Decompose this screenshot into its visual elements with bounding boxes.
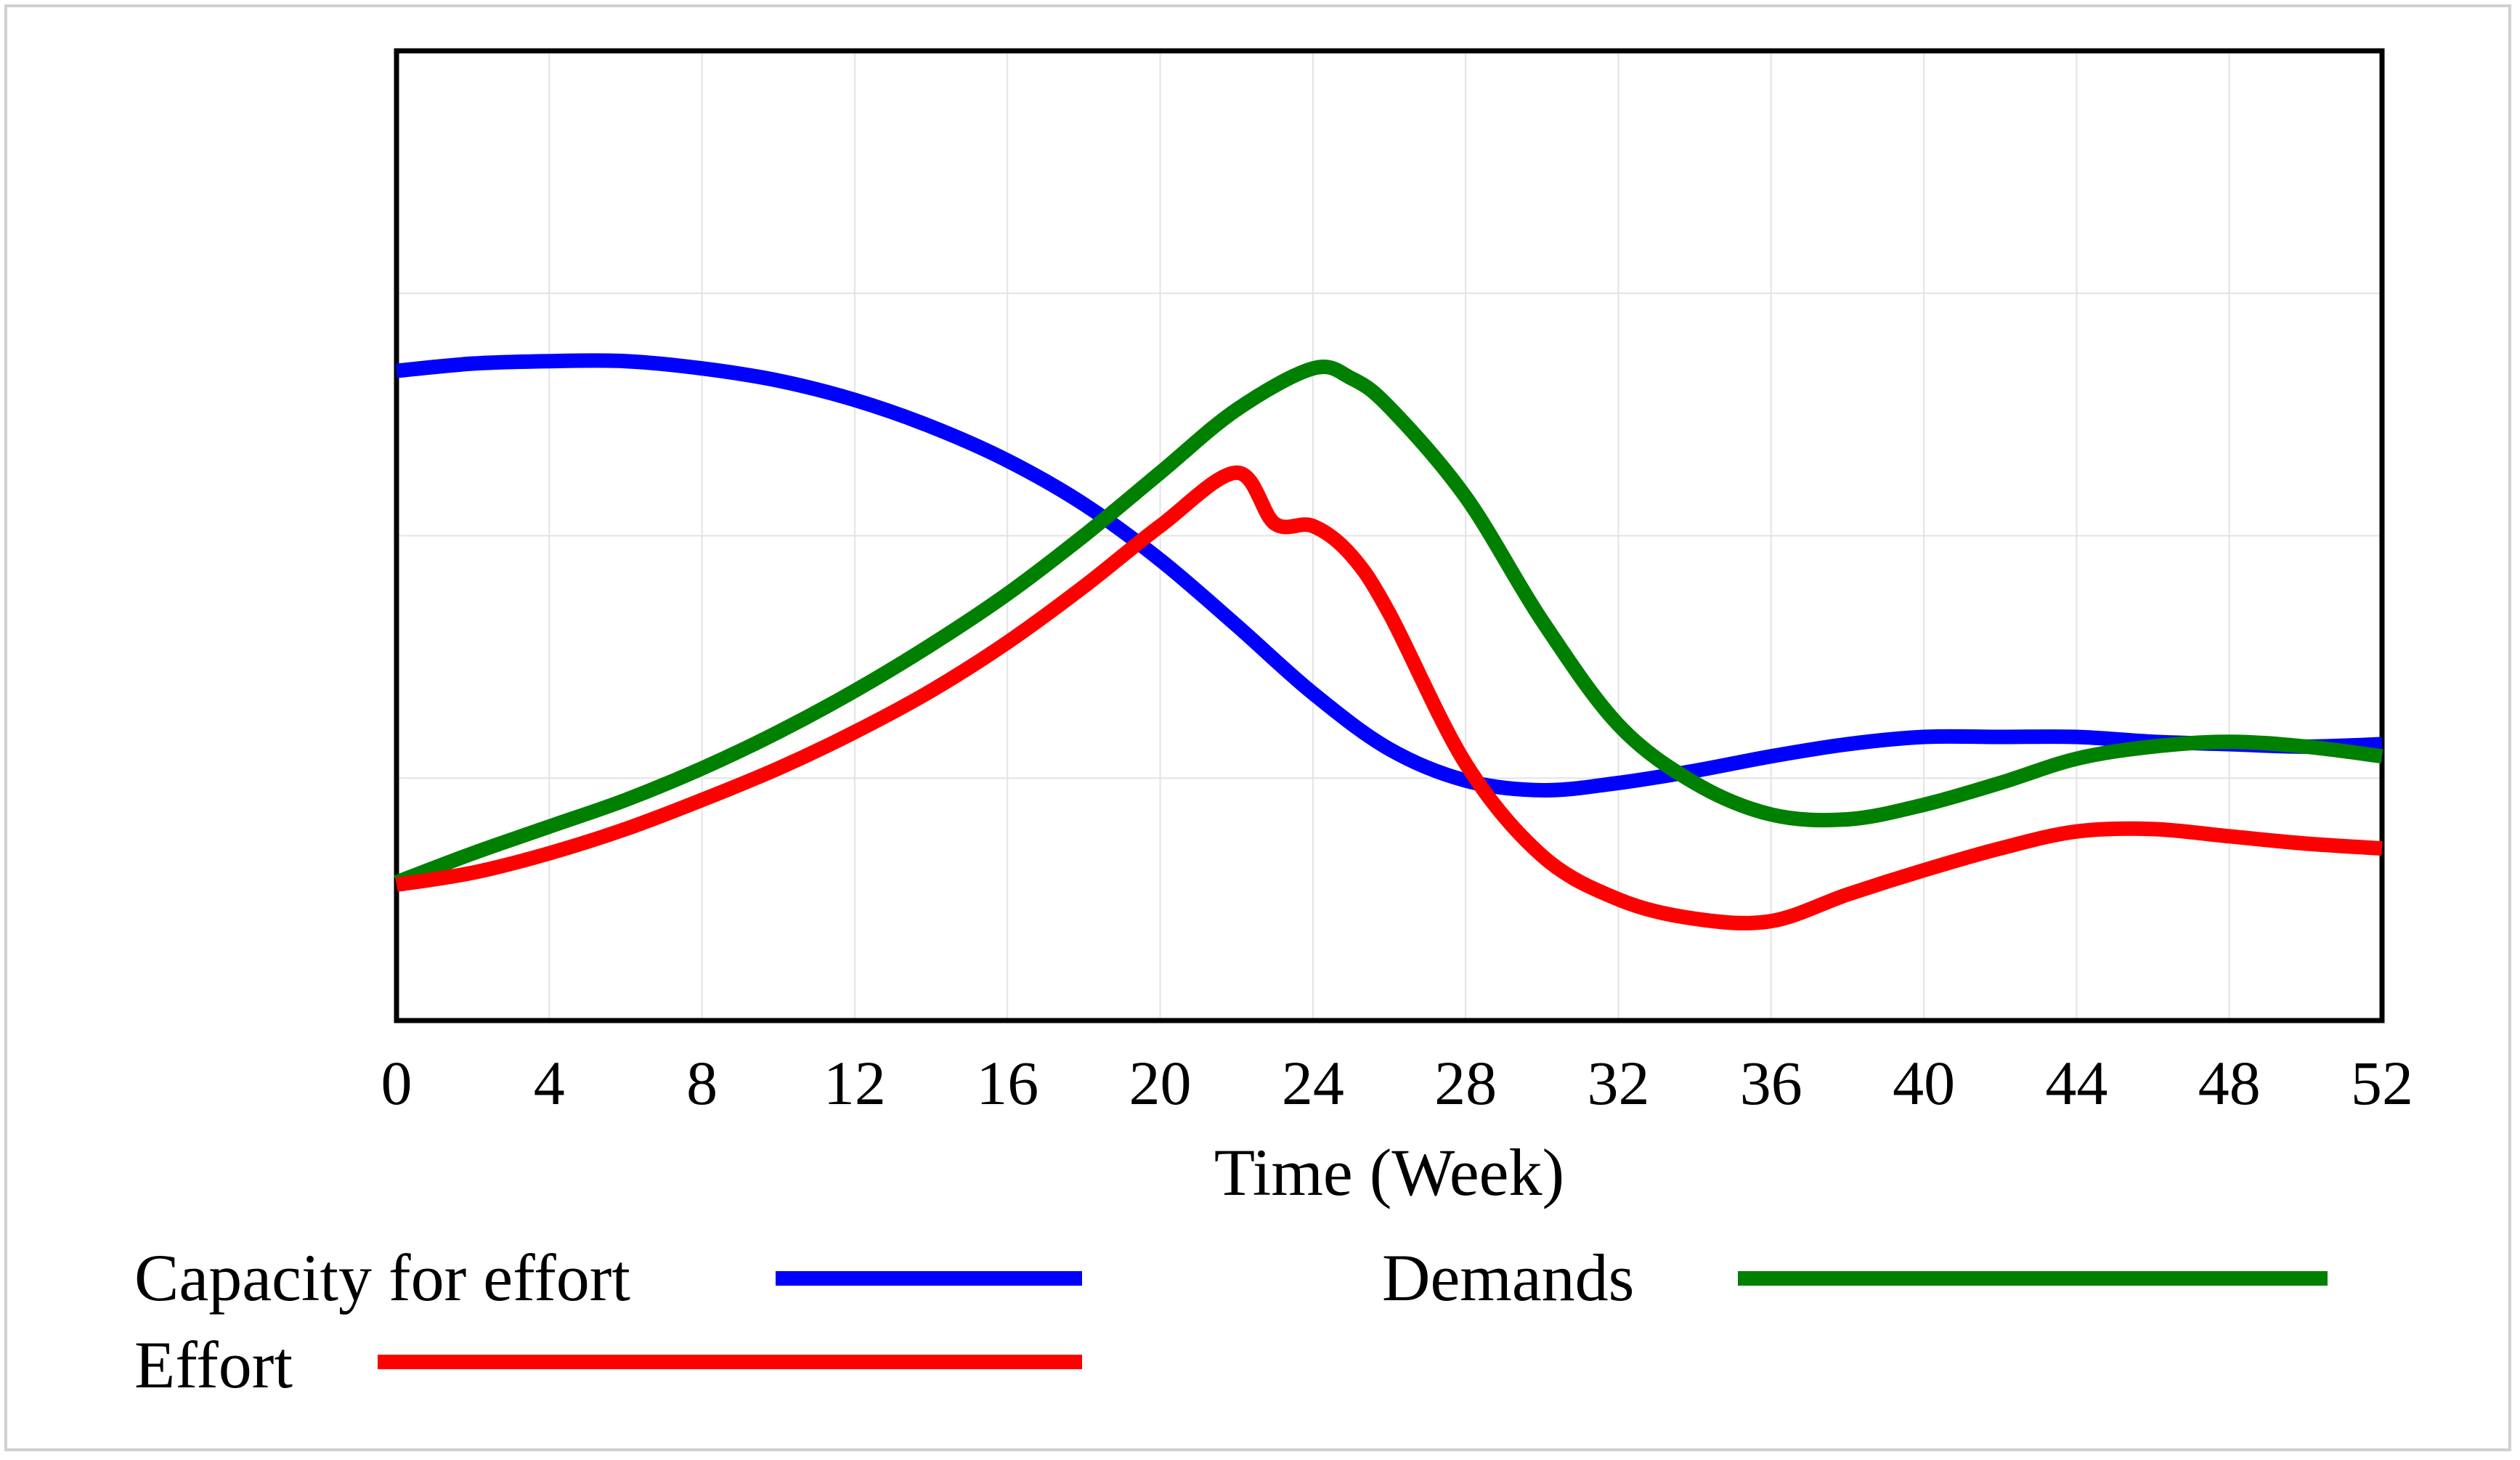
legend-item-demands: Demands — [1382, 1241, 2328, 1315]
x-axis-ticks: 0 4 8 12 16 20 24 28 32 36 40 44 48 52 — [381, 1048, 2414, 1118]
x-axis-title: Time (Week) — [1214, 1135, 1564, 1209]
x-tick-label: 24 — [1282, 1048, 1344, 1118]
legend-label: Demands — [1382, 1241, 1634, 1315]
x-tick-label: 4 — [534, 1048, 565, 1118]
series-capacity-line — [396, 353, 2383, 798]
legend: Capacity for effort Demands Effort — [134, 1241, 2328, 1402]
x-tick-label: 52 — [2351, 1048, 2413, 1118]
x-tick-label: 48 — [2198, 1048, 2261, 1118]
x-tick-label: 36 — [1740, 1048, 1802, 1118]
x-tick-label: 8 — [686, 1048, 718, 1118]
x-tick-label: 12 — [824, 1048, 886, 1118]
x-tick-label: 0 — [381, 1048, 412, 1118]
series-lines — [394, 353, 2383, 930]
legend-label: Effort — [134, 1328, 293, 1402]
legend-label: Capacity for effort — [134, 1241, 630, 1315]
x-tick-label: 28 — [1434, 1048, 1497, 1118]
series-effort-line — [395, 465, 2383, 930]
grid-lines — [397, 51, 2382, 1021]
legend-item-effort: Effort — [134, 1328, 1082, 1402]
legend-item-capacity: Capacity for effort — [134, 1241, 1082, 1315]
plot-area-border — [394, 48, 2385, 1023]
x-tick-label: 20 — [1129, 1048, 1192, 1118]
x-tick-label: 32 — [1587, 1048, 1649, 1118]
x-tick-label: 40 — [1893, 1048, 1955, 1118]
series-demands-line — [394, 360, 2383, 890]
x-tick-label: 16 — [976, 1048, 1039, 1118]
x-tick-label: 44 — [2045, 1048, 2108, 1118]
chart-frame — [4, 4, 2511, 1451]
